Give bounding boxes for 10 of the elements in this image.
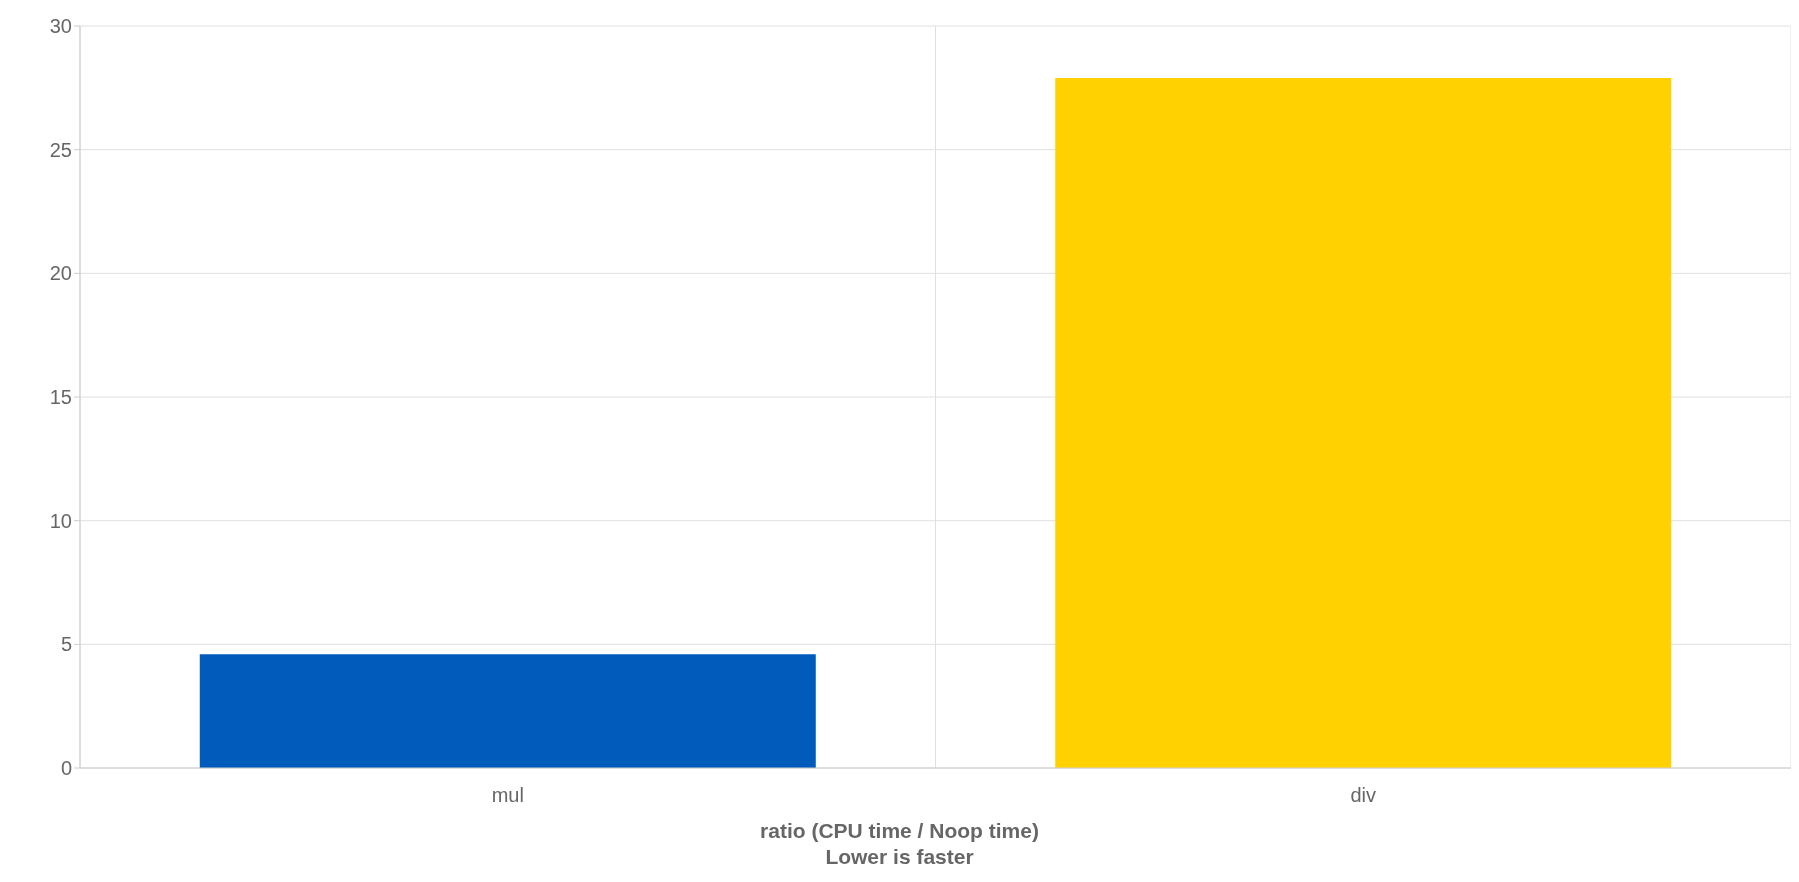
y-tick-label: 30 bbox=[49, 15, 72, 38]
x-tick-label: mul bbox=[491, 784, 524, 807]
y-tick-label: 25 bbox=[49, 138, 72, 161]
y-tick-label: 0 bbox=[60, 757, 72, 780]
y-tick-label: 5 bbox=[60, 633, 72, 656]
x-tick-label: div bbox=[1350, 784, 1377, 807]
y-tick-label: 10 bbox=[49, 509, 72, 532]
y-tick-label: 15 bbox=[49, 386, 72, 409]
x-axis-title: ratio (CPU time / Noop time) Lower is faster bbox=[759, 818, 1040, 870]
y-tick-label: 20 bbox=[49, 262, 72, 285]
